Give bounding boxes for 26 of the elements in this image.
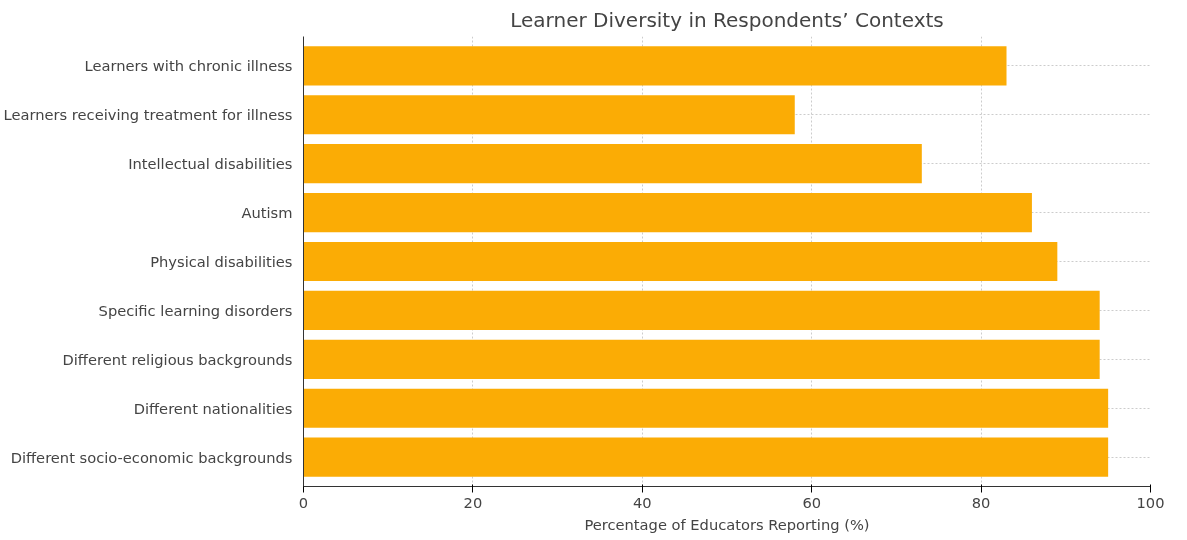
- bar: [303, 339, 1100, 379]
- y-tick-label: Learners with chronic illness: [84, 57, 293, 75]
- bar: [303, 144, 922, 184]
- y-tick-label: Different religious backgrounds: [62, 350, 293, 368]
- x-tick-label: 60: [802, 493, 822, 511]
- x-tick-label: 0: [298, 493, 309, 511]
- x-axis-title: Percentage of Educators Reporting (%): [584, 515, 870, 533]
- y-tick-label: Specific learning disorders: [98, 301, 293, 319]
- y-tick-label: Different nationalities: [133, 399, 293, 417]
- y-tick-label: Autism: [241, 204, 293, 222]
- bar: [303, 290, 1100, 330]
- bar: [303, 437, 1109, 477]
- x-tick-label: 80: [971, 493, 991, 511]
- bar: [303, 241, 1058, 282]
- y-tick-label: Different socio-economic backgrounds: [10, 448, 293, 466]
- x-tick-label: 20: [463, 493, 483, 511]
- x-tick-label: 40: [632, 493, 652, 511]
- bar: [303, 193, 1032, 233]
- bar: [303, 46, 1007, 86]
- y-tick-label: Learners receiving treatment for illness: [3, 106, 293, 124]
- x-tick-label: 100: [1136, 493, 1165, 511]
- bar: [303, 95, 795, 135]
- y-tick-label: Intellectual disabilities: [128, 155, 293, 173]
- y-tick-label: Physical disabilities: [150, 253, 293, 270]
- chart-title: Learner Diversity in Respondents’ Contexts: [510, 7, 944, 32]
- bar: [303, 388, 1109, 428]
